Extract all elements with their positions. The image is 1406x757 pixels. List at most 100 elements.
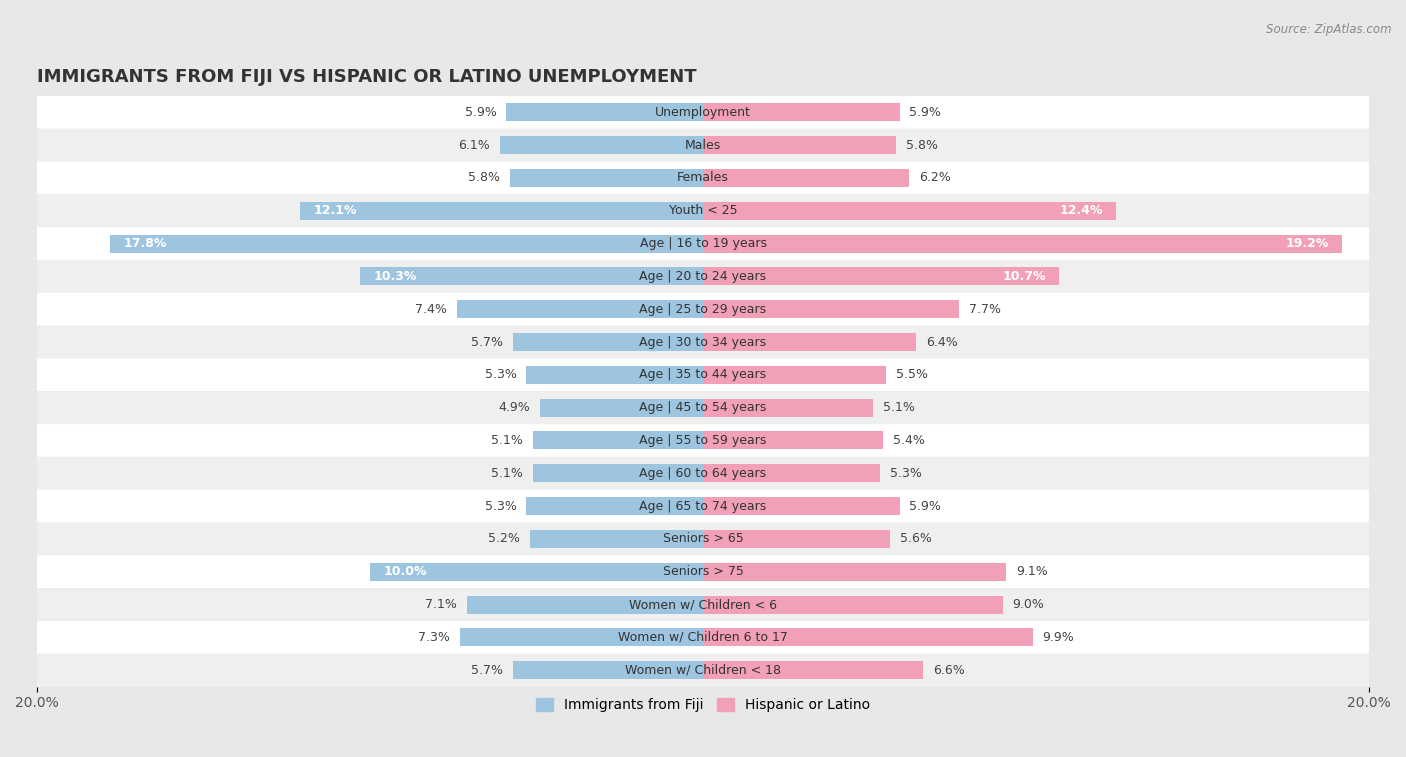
Legend: Immigrants from Fiji, Hispanic or Latino: Immigrants from Fiji, Hispanic or Latino — [536, 698, 870, 712]
Text: Age | 25 to 29 years: Age | 25 to 29 years — [640, 303, 766, 316]
Bar — [533, 431, 703, 450]
Bar — [703, 366, 886, 384]
Text: 6.2%: 6.2% — [920, 171, 952, 185]
Bar — [703, 562, 1007, 581]
Bar — [703, 333, 917, 351]
Text: Women w/ Children 6 to 17: Women w/ Children 6 to 17 — [619, 631, 787, 644]
Text: Age | 45 to 54 years: Age | 45 to 54 years — [640, 401, 766, 414]
FancyBboxPatch shape — [37, 556, 1369, 588]
Text: 10.3%: 10.3% — [373, 270, 416, 283]
Text: IMMIGRANTS FROM FIJI VS HISPANIC OR LATINO UNEMPLOYMENT: IMMIGRANTS FROM FIJI VS HISPANIC OR LATI… — [37, 68, 696, 86]
Text: Age | 20 to 24 years: Age | 20 to 24 years — [640, 270, 766, 283]
Text: Age | 35 to 44 years: Age | 35 to 44 years — [640, 369, 766, 382]
Bar — [703, 301, 959, 318]
Bar — [526, 366, 703, 384]
Bar — [703, 431, 883, 450]
FancyBboxPatch shape — [37, 490, 1369, 522]
Bar — [530, 530, 703, 548]
Text: 5.7%: 5.7% — [471, 335, 503, 348]
FancyBboxPatch shape — [37, 293, 1369, 326]
Text: Age | 65 to 74 years: Age | 65 to 74 years — [640, 500, 766, 512]
Bar — [703, 267, 1059, 285]
Text: 7.4%: 7.4% — [415, 303, 447, 316]
Text: 5.1%: 5.1% — [491, 467, 523, 480]
Bar — [526, 497, 703, 515]
Text: 6.4%: 6.4% — [927, 335, 957, 348]
FancyBboxPatch shape — [37, 457, 1369, 490]
Text: Males: Males — [685, 139, 721, 151]
Text: 6.6%: 6.6% — [932, 664, 965, 677]
Text: 9.1%: 9.1% — [1017, 565, 1047, 578]
Text: 17.8%: 17.8% — [124, 237, 167, 250]
Bar — [510, 169, 703, 187]
Bar — [499, 136, 703, 154]
Bar — [703, 661, 922, 679]
FancyBboxPatch shape — [37, 326, 1369, 358]
Text: 5.9%: 5.9% — [910, 106, 942, 119]
Text: Women w/ Children < 18: Women w/ Children < 18 — [626, 664, 780, 677]
Bar — [299, 201, 703, 220]
Text: Youth < 25: Youth < 25 — [669, 204, 737, 217]
Text: 6.1%: 6.1% — [458, 139, 489, 151]
Text: 5.3%: 5.3% — [485, 500, 516, 512]
Text: 5.2%: 5.2% — [488, 532, 520, 546]
FancyBboxPatch shape — [37, 195, 1369, 227]
Bar — [703, 497, 900, 515]
FancyBboxPatch shape — [37, 391, 1369, 424]
Bar — [703, 628, 1033, 646]
Text: 5.3%: 5.3% — [890, 467, 921, 480]
Text: Age | 55 to 59 years: Age | 55 to 59 years — [640, 434, 766, 447]
FancyBboxPatch shape — [37, 227, 1369, 260]
FancyBboxPatch shape — [37, 358, 1369, 391]
FancyBboxPatch shape — [37, 621, 1369, 654]
FancyBboxPatch shape — [37, 260, 1369, 293]
Bar — [540, 399, 703, 416]
Bar — [370, 562, 703, 581]
FancyBboxPatch shape — [37, 522, 1369, 556]
Text: 5.5%: 5.5% — [896, 369, 928, 382]
Text: Seniors > 65: Seniors > 65 — [662, 532, 744, 546]
FancyBboxPatch shape — [37, 588, 1369, 621]
Text: Women w/ Children < 6: Women w/ Children < 6 — [628, 598, 778, 611]
Text: 5.9%: 5.9% — [464, 106, 496, 119]
Text: 5.4%: 5.4% — [893, 434, 925, 447]
Text: 12.1%: 12.1% — [314, 204, 357, 217]
Text: 5.1%: 5.1% — [883, 401, 915, 414]
Text: 12.4%: 12.4% — [1059, 204, 1102, 217]
Text: Females: Females — [678, 171, 728, 185]
Text: 5.9%: 5.9% — [910, 500, 942, 512]
Bar — [513, 661, 703, 679]
Text: 5.7%: 5.7% — [471, 664, 503, 677]
Bar — [703, 399, 873, 416]
Bar — [467, 596, 703, 614]
Bar — [533, 464, 703, 482]
Text: Age | 30 to 34 years: Age | 30 to 34 years — [640, 335, 766, 348]
Bar — [360, 267, 703, 285]
Text: Source: ZipAtlas.com: Source: ZipAtlas.com — [1267, 23, 1392, 36]
Text: 5.6%: 5.6% — [900, 532, 931, 546]
FancyBboxPatch shape — [37, 424, 1369, 457]
Bar — [703, 464, 880, 482]
Text: 7.3%: 7.3% — [418, 631, 450, 644]
Bar — [506, 103, 703, 121]
FancyBboxPatch shape — [37, 654, 1369, 687]
Bar — [703, 235, 1343, 253]
Bar — [703, 201, 1116, 220]
Bar — [460, 628, 703, 646]
Text: 9.9%: 9.9% — [1043, 631, 1074, 644]
Text: 5.3%: 5.3% — [485, 369, 516, 382]
FancyBboxPatch shape — [37, 96, 1369, 129]
Bar — [703, 596, 1002, 614]
Text: Age | 16 to 19 years: Age | 16 to 19 years — [640, 237, 766, 250]
Bar — [703, 103, 900, 121]
Text: Unemployment: Unemployment — [655, 106, 751, 119]
Text: Age | 60 to 64 years: Age | 60 to 64 years — [640, 467, 766, 480]
Bar — [513, 333, 703, 351]
Text: 7.1%: 7.1% — [425, 598, 457, 611]
Text: 5.1%: 5.1% — [491, 434, 523, 447]
Text: 19.2%: 19.2% — [1285, 237, 1329, 250]
Bar — [703, 169, 910, 187]
Bar — [703, 136, 896, 154]
Text: 10.7%: 10.7% — [1002, 270, 1046, 283]
Text: 5.8%: 5.8% — [907, 139, 938, 151]
